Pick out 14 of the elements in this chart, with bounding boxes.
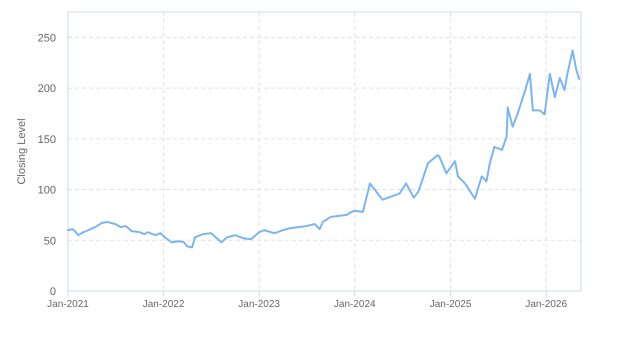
y-axis-title: Closing Level bbox=[16, 118, 28, 185]
line-series bbox=[67, 50, 580, 248]
x-tick-label: Jan-2022 bbox=[142, 299, 185, 310]
y-tick-label: 150 bbox=[38, 134, 56, 146]
y-tick-label: 200 bbox=[38, 83, 56, 96]
x-tick-label: Jan-2023 bbox=[238, 299, 280, 310]
x-tick-label: Jan-2025 bbox=[430, 299, 472, 310]
x-tick-label: Jan-2021 bbox=[47, 299, 90, 310]
y-tick-label: 0 bbox=[50, 286, 56, 298]
y-tick-label: 250 bbox=[38, 32, 56, 44]
y-tick-label: 100 bbox=[38, 184, 56, 197]
y-tick-label: 50 bbox=[44, 235, 56, 248]
x-tick-label: Jan-2026 bbox=[525, 299, 568, 310]
x-tick-label: Jan-2024 bbox=[334, 299, 376, 310]
